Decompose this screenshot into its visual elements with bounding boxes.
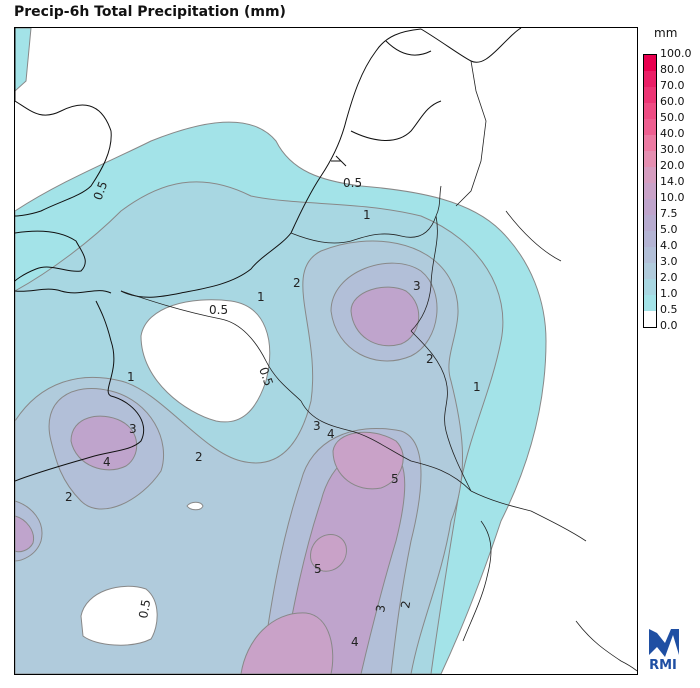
legend-level-label: 4.0	[660, 239, 678, 252]
legend-level-label: 10.0	[660, 191, 685, 204]
contour-label: 4	[103, 455, 111, 469]
legend-level-label: 80.0	[660, 63, 685, 76]
legend-colorbar	[643, 54, 657, 328]
legend-swatch	[644, 103, 656, 119]
contour-label: 2	[65, 490, 73, 504]
contour-label: 4	[327, 427, 335, 441]
legend-swatch	[644, 119, 656, 135]
legend-swatch	[644, 151, 656, 167]
contour-label: 2	[293, 276, 301, 290]
legend-level-label: 14.0	[660, 175, 685, 188]
legend-swatch	[644, 311, 656, 327]
region-5mm-mid	[310, 534, 347, 572]
contour-label: 0.5	[91, 179, 111, 202]
contour-label: 3	[129, 422, 137, 436]
precipitation-map: 0.5 0.5 0.5 0.5 0.5 1 1 1 1 2 2 2 2 2 3 …	[15, 28, 637, 674]
map-title: Precip-6h Total Precipitation (mm)	[14, 4, 286, 20]
contour-label: 1	[363, 208, 371, 222]
rmi-logo-icon	[649, 629, 679, 657]
legend-level-label: 60.0	[660, 95, 685, 108]
contour-label: 2	[398, 600, 413, 610]
contour-label: 0.5	[209, 303, 228, 317]
legend-swatch	[644, 215, 656, 231]
contour-label: 5	[391, 472, 399, 486]
legend-swatch	[644, 247, 656, 263]
legend-level-label: 100.0	[660, 47, 692, 60]
logo-text: RMI	[649, 658, 677, 673]
legend-swatch	[644, 71, 656, 87]
legend-level-label: 50.0	[660, 111, 685, 124]
legend-swatch	[644, 183, 656, 199]
legend-swatch	[644, 263, 656, 279]
contour-label: 2	[426, 352, 434, 366]
legend-level-label: 5.0	[660, 223, 678, 236]
borders	[120, 60, 637, 672]
region-4mm-west	[70, 415, 138, 471]
contour-label: 5	[314, 562, 322, 576]
legend-level-label: 20.0	[660, 159, 685, 172]
legend-unit: mm	[654, 26, 678, 40]
legend-level-label: 1.0	[660, 287, 678, 300]
legend-level-label: 40.0	[660, 127, 685, 140]
contour-label: 4	[351, 635, 359, 649]
legend-level-label: 7.5	[660, 207, 678, 220]
dry-area-southwest	[80, 585, 158, 646]
contour-label: 1	[257, 290, 265, 304]
region-4mm-far-west	[15, 515, 35, 553]
legend-level-label: 0.0	[660, 319, 678, 332]
contour-label: 3	[413, 279, 421, 293]
contour-label: 0.5	[136, 598, 153, 619]
contour-label: 3	[313, 419, 321, 433]
legend-swatch	[644, 231, 656, 247]
map-panel: 0.5 0.5 0.5 0.5 0.5 1 1 1 1 2 2 2 2 2 3 …	[14, 27, 638, 675]
legend-swatch	[644, 55, 656, 71]
legend-level-label: 0.5	[660, 303, 678, 316]
contour-label: 3	[373, 604, 388, 614]
contour-label: 1	[127, 370, 135, 384]
legend-level-label: 3.0	[660, 255, 678, 268]
legend-swatch	[644, 295, 656, 311]
dry-area-center	[140, 299, 271, 423]
legend-level-label: 2.0	[660, 271, 678, 284]
coastlines	[15, 28, 522, 482]
legend-swatch	[644, 135, 656, 151]
region-5mm-south	[240, 612, 334, 674]
legend-level-label: 70.0	[660, 79, 685, 92]
contour-label: 0.5	[343, 176, 362, 190]
contour-label: 2	[195, 450, 203, 464]
legend-swatch	[644, 167, 656, 183]
region-0.5mm-west	[15, 28, 32, 92]
dry-area-small	[186, 501, 204, 511]
region-4mm-east	[350, 286, 420, 347]
contour-label: 0.5	[256, 365, 276, 388]
legend-level-label: 30.0	[660, 143, 685, 156]
legend-swatch	[644, 199, 656, 215]
contour-label: 1	[473, 380, 481, 394]
legend-swatch	[644, 87, 656, 103]
legend-labels: 100.0 80.0 70.0 60.0 50.0 40.0 30.0 20.0 14.0 10.…	[660, 47, 700, 333]
legend-swatch	[644, 279, 656, 295]
